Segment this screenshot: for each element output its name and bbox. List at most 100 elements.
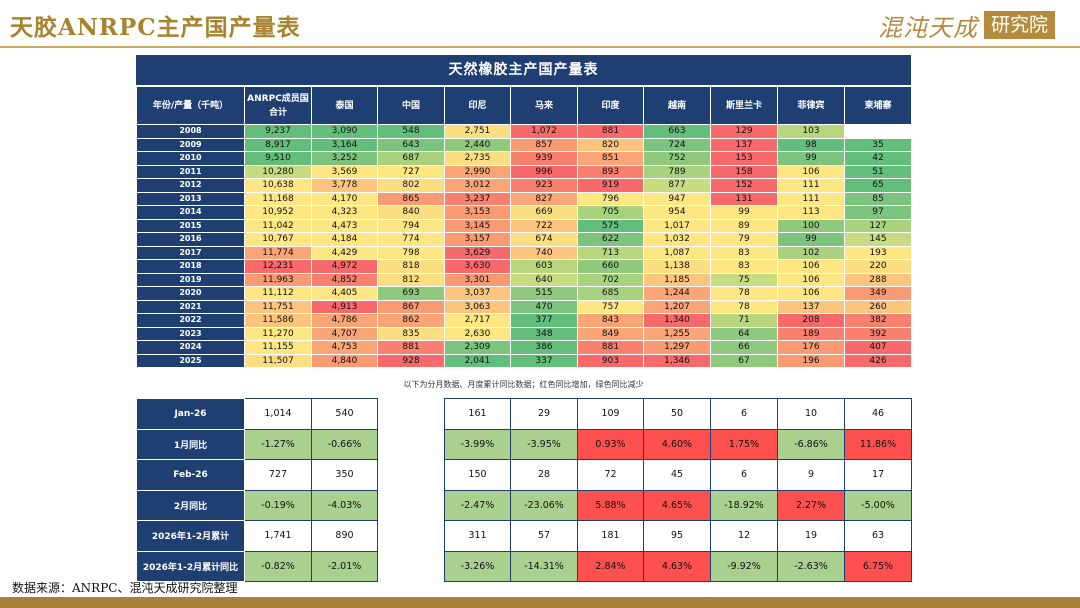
table-cell: 3,629: [444, 245, 511, 260]
column-header: 泰国: [311, 86, 378, 125]
row-year: 2008: [136, 124, 245, 139]
monthly-cell: -2.47%: [444, 489, 511, 521]
table-cell: 11,270: [244, 326, 312, 341]
table-cell: 851: [577, 151, 644, 166]
monthly-cell: -4.03%: [311, 489, 378, 521]
monthly-row: 1月同比 -1.27% -0.66% -3.99% -3.95% 0.93% 4.60% 1.…: [136, 428, 912, 460]
monthly-row-label: 2026年1-2月累计: [136, 520, 245, 552]
title-divider: [0, 46, 1080, 48]
table-cell: 4,913: [311, 299, 378, 314]
table-cell: 1,255: [643, 326, 711, 341]
table-cell: 382: [844, 313, 912, 328]
table-cell: 2,717: [444, 313, 511, 328]
monthly-cell: 890: [311, 520, 378, 552]
table-cell: 1,072: [510, 124, 578, 139]
table-cell: 835: [377, 326, 445, 341]
table-cell: 189: [777, 326, 845, 341]
table-cell: 843: [577, 313, 644, 328]
table-cell: 152: [710, 178, 778, 193]
table-cell: 2,630: [444, 326, 511, 341]
monthly-cell: 12: [710, 520, 778, 552]
table-cell: 196: [777, 353, 845, 368]
table-cell: 97: [844, 205, 912, 220]
table-cell: 78: [710, 286, 778, 301]
table-cell: 4,707: [311, 326, 378, 341]
table-cell: 643: [377, 137, 445, 152]
row-year: 2010: [136, 151, 245, 166]
table-cell: 83: [710, 245, 778, 260]
table-cell: 99: [777, 151, 845, 166]
table-cell: 11,112: [244, 286, 312, 301]
table-cell: 65: [844, 178, 912, 193]
table-cell: 881: [577, 340, 644, 355]
table-cell: 4,786: [311, 313, 378, 328]
column-header: 斯里兰卡: [710, 86, 778, 125]
monthly-row: 2026年1-2月累计同比 -0.82% -2.01% -3.26% -14.31% 2.…: [136, 550, 912, 582]
table-cell: 348: [510, 326, 578, 341]
monthly-cell: 46: [844, 398, 912, 430]
monthly-cell: 6: [710, 459, 778, 491]
monthly-cell: -0.82%: [244, 550, 312, 582]
monthly-cell: 6: [710, 398, 778, 430]
table-cell: 11,751: [244, 299, 312, 314]
table-cell: 3,063: [444, 299, 511, 314]
table-cell: 220: [844, 259, 912, 274]
monthly-cell: 1.75%: [710, 428, 778, 460]
monthly-row-label: Feb-26: [136, 459, 245, 491]
monthly-cell: 72: [577, 459, 644, 491]
table-cell: 818: [377, 259, 445, 274]
table-cell: 106: [777, 164, 845, 179]
row-year: 2021: [136, 299, 245, 314]
table-cell: 3,157: [444, 232, 511, 247]
monthly-cell: 95: [643, 520, 711, 552]
table-cell: 98: [777, 137, 845, 152]
monthly-cell: 11.86%: [844, 428, 912, 460]
table-cell: 137: [777, 299, 845, 314]
table-row: 2013 11,168 4,170 865 3,237 827 796 947 131 111 85: [136, 191, 912, 206]
table-cell: 67: [710, 353, 778, 368]
table-cell: 575: [577, 218, 644, 233]
table-cell: 603: [510, 259, 578, 274]
empty-cell: [377, 459, 445, 490]
row-year: 2016: [136, 232, 245, 247]
table-cell: 685: [577, 286, 644, 301]
row-year: 2011: [136, 164, 245, 179]
production-table-panel: 天然橡胶主产国产量表 年份/产量（千吨） ANRPC成员国合计 泰国 中国 印尼 马来 印度…: [136, 55, 912, 582]
table-cell: 2,990: [444, 164, 511, 179]
monthly-cell: 181: [577, 520, 644, 552]
column-header: 越南: [643, 86, 711, 125]
table-cell: 377: [510, 313, 578, 328]
table-row: 2021 11,751 4,913 867 3,063 470 757 1,207 78 137 2…: [136, 299, 912, 314]
monthly-cell: 29: [510, 398, 578, 430]
table-cell: 1,297: [643, 340, 711, 355]
monthly-cell: 1,741: [244, 520, 312, 552]
monthly-row: 2026年1-2月累计 1,741 890 311 57 181 95 12 19 63: [136, 520, 912, 552]
table-row: 2019 11,963 4,852 812 3,301 640 702 1,185 75 106 2…: [136, 272, 912, 287]
table-cell: 877: [643, 178, 711, 193]
table-cell: 996: [510, 164, 578, 179]
monthly-cell: -9.92%: [710, 550, 778, 582]
table-cell: 131: [710, 191, 778, 206]
table-cell: 802: [377, 178, 445, 193]
table-cell: 12,231: [244, 259, 312, 274]
table-cell: 106: [777, 286, 845, 301]
monthly-cell: 109: [577, 398, 644, 430]
table-cell: 794: [377, 218, 445, 233]
table-cell: 954: [643, 205, 711, 220]
table-cell: 3,037: [444, 286, 511, 301]
monthly-cell: 4.63%: [643, 550, 711, 582]
table-cell: 145: [844, 232, 912, 247]
monthly-cell: 150: [444, 459, 511, 491]
table-cell: 893: [577, 164, 644, 179]
table-cell: 11,155: [244, 340, 312, 355]
company-logo: 混沌天成 研究院: [878, 10, 1055, 42]
table-cell: 3,778: [311, 178, 378, 193]
table-cell: 660: [577, 259, 644, 274]
monthly-row: Feb-26 727 350 150 28 72 45 6 9 17: [136, 459, 912, 491]
table-cell: 820: [577, 137, 644, 152]
monthly-cell: 2.27%: [777, 489, 845, 521]
monthly-cell: 161: [444, 398, 511, 430]
table-cell: 515: [510, 286, 578, 301]
monthly-cell: 4.65%: [643, 489, 711, 521]
table-cell: 4,323: [311, 205, 378, 220]
